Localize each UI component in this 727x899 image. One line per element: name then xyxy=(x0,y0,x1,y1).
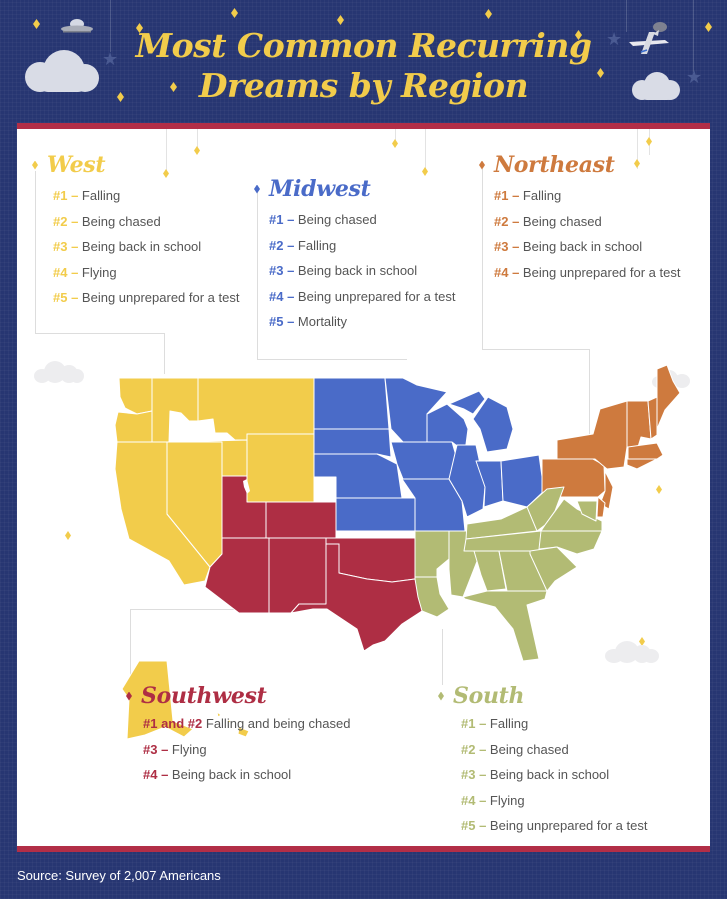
hanging-thread xyxy=(110,0,111,52)
source-note: Source: Survey of 2,007 Americans xyxy=(17,868,221,883)
sparkle-icon xyxy=(485,9,492,19)
southwest-list: #1 and #2 Falling and being chased #3 – … xyxy=(143,711,350,788)
hanging-thread xyxy=(637,129,638,169)
header: ★ ★ ★ Most Common Recurring Dreams by Re… xyxy=(0,0,727,118)
list-item: #4 – Being unprepared for a test xyxy=(494,264,681,280)
sparkle-icon xyxy=(705,22,712,32)
page-title-line1: Most Common Recurring xyxy=(135,26,592,65)
south-list: #1 – Falling #2 – Being chased #3 – Bein… xyxy=(461,711,647,839)
west-leader-line xyxy=(164,334,165,374)
hanging-thread xyxy=(425,129,426,169)
hanging-thread xyxy=(197,129,198,147)
sparkle-icon xyxy=(337,15,344,25)
hanging-thread xyxy=(693,0,694,72)
midwest-leader-line xyxy=(257,359,407,360)
diamond-icon xyxy=(438,691,444,701)
cloud-icon xyxy=(25,50,101,92)
sparkle-icon xyxy=(170,82,177,92)
sparkle-icon xyxy=(194,146,200,155)
sparkle-icon xyxy=(422,167,428,176)
list-item: #3 – Being back in school xyxy=(269,263,418,278)
star-icon: ★ xyxy=(606,29,623,49)
map-region-south xyxy=(414,486,603,662)
sparkle-icon xyxy=(646,137,652,146)
sparkle-icon xyxy=(136,23,143,33)
star-icon: ★ xyxy=(102,49,119,69)
hanging-thread xyxy=(395,129,396,141)
list-item: #3 – Being back in school xyxy=(53,239,202,254)
list-item: #4 – Being unprepared for a test xyxy=(269,288,456,304)
list-item: #1 – Falling xyxy=(461,716,529,731)
region-title-midwest: Midwest xyxy=(269,176,371,202)
region-title-south: South xyxy=(453,683,525,709)
cloud-icon xyxy=(605,641,659,663)
northeast-leader-line xyxy=(589,349,590,484)
map-region-midwest xyxy=(313,377,545,532)
sparkle-icon xyxy=(639,637,645,646)
west-list: #1 – Falling #2 – Being chased #3 – Bein… xyxy=(53,183,239,311)
sparkle-icon xyxy=(163,169,169,178)
region-southwest: Southwest #1 and #2 Falling and being ch… xyxy=(126,682,350,788)
page-title-line2: Dreams by Region xyxy=(198,66,529,105)
hanging-thread xyxy=(166,129,167,171)
cloud-icon xyxy=(34,361,84,383)
sparkle-icon xyxy=(597,68,604,78)
list-item: #1 and #2 Falling and being chased xyxy=(143,716,351,731)
sparkle-icon xyxy=(392,139,398,148)
hanging-thread xyxy=(626,0,627,32)
star-icon: ★ xyxy=(686,67,703,87)
cloud-icon xyxy=(632,72,680,100)
midwest-leader-line xyxy=(257,192,258,360)
us-map xyxy=(114,364,681,740)
list-item: #3 – Being back in school xyxy=(461,767,610,782)
region-title-west: West xyxy=(47,152,106,178)
list-item: #5 – Mortality xyxy=(269,314,348,329)
diamond-icon xyxy=(32,160,38,170)
sparkle-icon xyxy=(33,19,40,29)
list-item: #2 – Being chased xyxy=(461,741,569,757)
region-midwest: Midwest #1 – Being chased #2 – Falling #… xyxy=(254,175,455,335)
list-item: #4 – Being back in school xyxy=(143,767,292,782)
map-region-northeast xyxy=(541,364,681,518)
list-item: #4 – Flying xyxy=(461,792,525,808)
list-item: #2 – Being chased xyxy=(53,213,161,229)
list-item: #2 – Falling xyxy=(269,237,337,253)
list-item: #3 – Being back in school xyxy=(494,239,643,254)
map-region-southwest xyxy=(204,475,423,652)
west-leader-line xyxy=(35,171,165,334)
region-west: West #1 – Falling #2 – Being chased #3 –… xyxy=(32,151,239,311)
sparkle-icon xyxy=(634,159,640,168)
airplane-icon xyxy=(629,22,669,54)
sparkle-icon xyxy=(65,531,71,540)
northeast-leader-line xyxy=(482,169,590,350)
list-item: #2 – Being chased xyxy=(494,213,602,229)
south-leader-line xyxy=(442,629,443,685)
southwest-leader-line xyxy=(130,609,270,610)
sparkle-icon xyxy=(117,92,124,102)
sparkle-icon xyxy=(231,8,238,18)
sparkle-icon xyxy=(656,485,662,494)
list-item: #5 – Being unprepared for a test xyxy=(461,818,648,833)
content-panel: West #1 – Falling #2 – Being chased #3 –… xyxy=(17,123,710,852)
region-title-northeast: Northeast xyxy=(494,152,615,178)
list-item: #1 – Being chased xyxy=(269,212,377,227)
list-item: #3 – Flying xyxy=(143,741,207,757)
diamond-icon xyxy=(254,184,260,194)
northeast-list: #1 – Falling #2 – Being chased #3 – Bein… xyxy=(494,183,680,285)
region-title-southwest: Southwest xyxy=(141,683,267,709)
list-item: #5 – Being unprepared for a test xyxy=(53,290,240,305)
list-item: #4 – Flying xyxy=(53,264,117,280)
midwest-list: #1 – Being chased #2 – Falling #3 – Bein… xyxy=(269,207,455,335)
region-south: South #1 – Falling #2 – Being chased #3 … xyxy=(438,682,647,839)
map-region-west xyxy=(114,377,315,740)
list-item: #1 – Falling xyxy=(494,188,562,203)
diamond-icon xyxy=(479,160,485,170)
southwest-leader-line xyxy=(130,609,131,685)
region-northeast: Northeast #1 – Falling #2 – Being chased… xyxy=(479,151,680,285)
ufo-icon xyxy=(61,19,93,33)
diamond-icon xyxy=(126,691,132,701)
sparkle-icon xyxy=(575,30,582,40)
list-item: #1 – Falling xyxy=(53,188,121,203)
